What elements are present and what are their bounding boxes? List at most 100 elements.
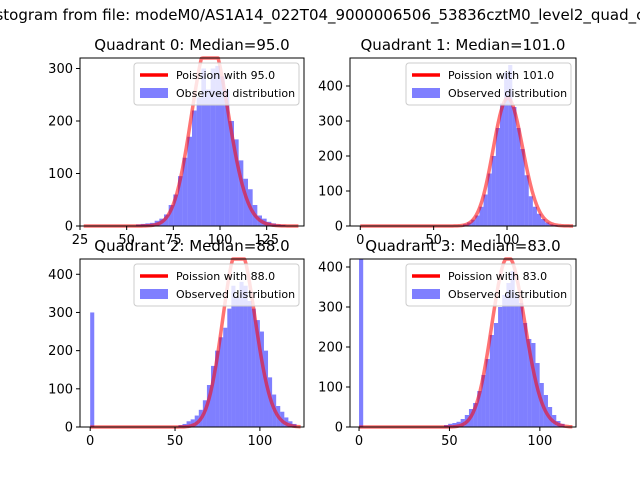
histogram-bar: [508, 65, 513, 226]
histogram-bar: [504, 72, 509, 226]
y-tick-label: 0: [335, 220, 343, 235]
histogram-bar: [247, 301, 252, 427]
histogram-bar: [523, 323, 528, 427]
histogram-bar: [231, 285, 236, 427]
histogram-bar: [238, 160, 244, 226]
histogram-bar: [502, 295, 507, 427]
y-tick-label: 200: [48, 344, 73, 359]
panel-quadrant-3: 0 50 100 0 100 200 300 400 Quadrant 3: Median=83…: [318, 237, 577, 449]
histogram-bar: [524, 175, 529, 226]
legend-poisson-label: Poission with 95.0: [176, 69, 275, 82]
histogram-bar: [491, 156, 496, 226]
legend: Poission with 95.0 Observed distribution: [133, 62, 300, 106]
figure-suptitle: Histogram from file: modeM0/AS1A14_022T0…: [0, 6, 640, 28]
x-tick-label: 0: [355, 434, 363, 449]
histogram-bar: [190, 419, 195, 427]
histogram-bar: [215, 65, 220, 226]
x-tick-label: 0: [86, 434, 94, 449]
histogram-bar: [483, 194, 488, 226]
histogram-bar: [520, 149, 525, 226]
x-tick-label: 100: [495, 233, 520, 248]
y-tick-label: 300: [48, 62, 73, 77]
histogram-bar: [196, 97, 202, 226]
y-tick-label: 400: [318, 261, 343, 276]
histogram-bar: [541, 219, 546, 226]
x-tick-label: 75: [165, 233, 182, 248]
histogram-bar: [201, 68, 206, 226]
histogram-bar: [211, 365, 216, 427]
histogram-bar: [255, 320, 260, 427]
legend-poisson-label: Poission with 83.0: [448, 270, 547, 283]
histogram-bar: [219, 337, 224, 427]
histogram-bar: [210, 68, 216, 226]
legend: Poission with 83.0 Observed distribution: [405, 263, 572, 307]
panel-title: Quadrant 1: Median=101.0: [361, 36, 566, 54]
y-tick-label: 200: [318, 150, 343, 165]
y-tick-label: 0: [65, 220, 73, 235]
histogram-bar: [487, 173, 492, 226]
axes-frame: [79, 258, 305, 428]
histogram-bar: [259, 331, 264, 427]
x-tick-label: 100: [247, 434, 272, 449]
y-tick-label: 300: [318, 115, 343, 130]
histogram-bar: [473, 403, 478, 427]
histogram-bar: [545, 222, 550, 226]
histogram-bar: [173, 194, 178, 226]
y-tick-label: 100: [48, 167, 73, 182]
histogram-bar: [510, 271, 515, 427]
y-tick-label: 0: [65, 421, 73, 436]
histogram-bar: [481, 375, 486, 427]
histogram-bar: [359, 259, 364, 427]
histogram-bar: [485, 359, 490, 427]
x-tick-label: 50: [441, 434, 458, 449]
histogram-bar: [489, 335, 494, 427]
histogram-bar: [224, 89, 230, 226]
legend-box: [405, 62, 572, 106]
figure-suptitle-text: Histogram from file: modeM0/AS1A14_022T0…: [0, 6, 640, 24]
histogram-bar: [495, 128, 500, 226]
legend-observed-label: Observed distribution: [176, 288, 295, 301]
legend-box: [405, 263, 572, 307]
y-tick-label: 300: [48, 306, 73, 321]
histogram-bar: [527, 339, 532, 427]
observed-histogram: [463, 65, 558, 226]
histogram-bar: [475, 215, 480, 226]
histogram-bar: [227, 308, 232, 427]
histogram-bar: [531, 343, 536, 427]
axes-frame: [349, 57, 577, 227]
histogram-bar: [477, 391, 482, 427]
histogram-bar: [206, 385, 212, 427]
histogram-bar: [243, 178, 248, 226]
legend-observed-label: Observed distribution: [176, 87, 295, 100]
histogram-bar: [215, 350, 220, 427]
legend-observed-swatch: [412, 88, 440, 98]
panel-title: Quadrant 3: Median=83.0: [365, 237, 560, 255]
legend-observed-label: Observed distribution: [448, 87, 567, 100]
x-tick-label: 25: [72, 233, 89, 248]
legend-observed-swatch: [140, 88, 168, 98]
panel-title: Quadrant 2: Median=88.0: [94, 237, 289, 255]
legend-observed-swatch: [140, 289, 168, 299]
histogram-bar: [498, 307, 503, 427]
x-tick-label: 50: [118, 233, 135, 248]
histogram-bar: [471, 219, 476, 226]
legend-observed-label: Observed distribution: [448, 288, 567, 301]
histogram-bar: [186, 421, 191, 427]
histogram-bar: [182, 157, 188, 226]
y-tick-label: 100: [318, 381, 343, 396]
legend-poisson-label: Poission with 101.0: [448, 69, 554, 82]
legend-poisson-label: Poission with 88.0: [176, 270, 275, 283]
histogram-bar: [223, 327, 228, 427]
x-tick-label: 100: [527, 434, 552, 449]
histogram-bar: [187, 136, 192, 226]
x-tick-label: 50: [167, 434, 184, 449]
histogram-bar: [512, 107, 517, 226]
x-tick-label: 100: [208, 233, 233, 248]
legend-box: [133, 263, 300, 307]
y-tick-label: 400: [48, 268, 73, 283]
histogram-bar: [206, 89, 211, 226]
x-tick-label: 125: [254, 233, 279, 248]
histogram-bar: [528, 196, 533, 226]
histogram-bar: [192, 110, 197, 226]
